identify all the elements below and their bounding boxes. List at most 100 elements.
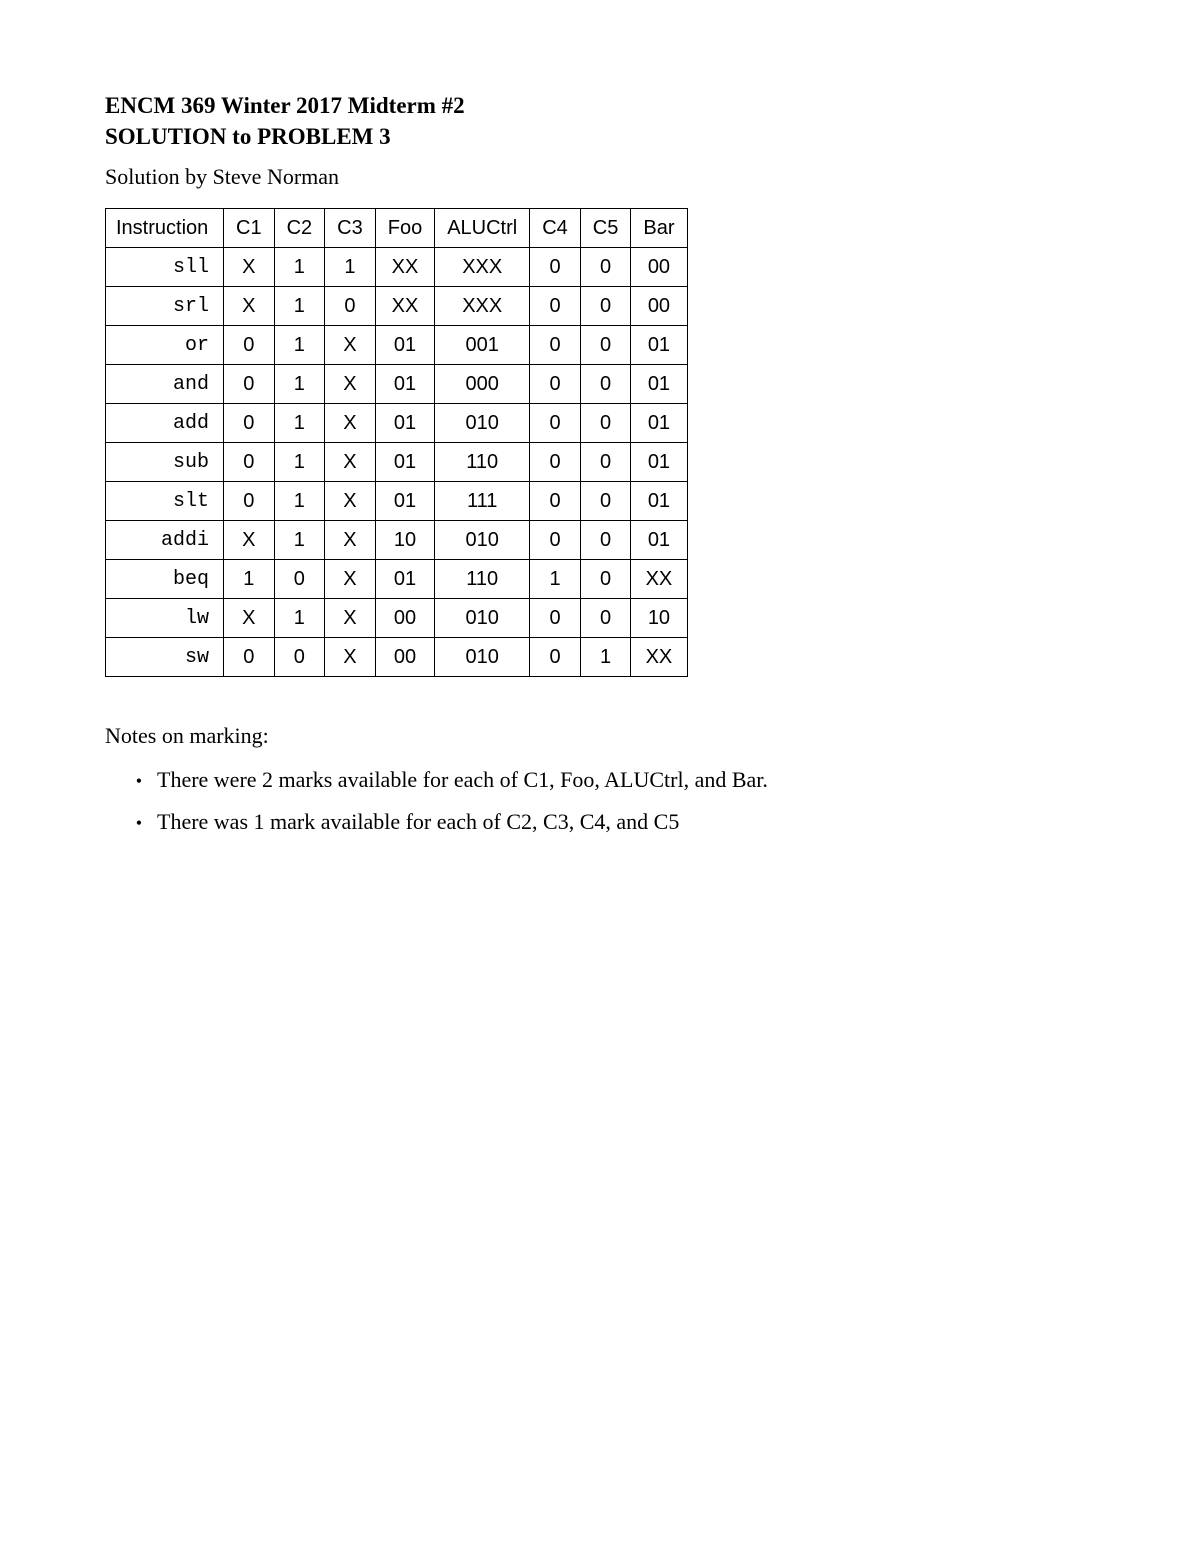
table-cell: 01 [375,326,434,365]
table-cell: 0 [580,443,631,482]
table-cell: X [325,638,376,677]
table-cell: 110 [435,560,530,599]
table-cell: 0 [530,365,581,404]
table-cell: XX [631,638,687,677]
table-cell: X [325,521,376,560]
table-cell: 10 [631,599,687,638]
table-cell: 0 [224,365,275,404]
table-cell: 00 [375,599,434,638]
table-cell: 0 [580,248,631,287]
table-row: sub01X011100001 [106,443,688,482]
table-cell: 000 [435,365,530,404]
table-cell: 111 [435,482,530,521]
page: ENCM 369 Winter 2017 Midterm #2 SOLUTION… [0,0,1200,1553]
table-cell: 110 [435,443,530,482]
table-header-cell: C3 [325,209,376,248]
table-cell: 0 [224,638,275,677]
instruction-cell: srl [106,287,224,326]
table-cell: 1 [274,326,325,365]
table-row: lwX1X000100010 [106,599,688,638]
table-cell: XXX [435,248,530,287]
table-cell: 0 [580,560,631,599]
table-cell: X [224,599,275,638]
table-cell: 0 [530,326,581,365]
table-header-cell: C1 [224,209,275,248]
table-cell: 0 [530,248,581,287]
table-cell: 01 [375,365,434,404]
notes-list: There were 2 marks available for each of… [151,767,1095,835]
table-cell: 001 [435,326,530,365]
table-cell: XX [631,560,687,599]
table-cell: 0 [530,521,581,560]
table-cell: 10 [375,521,434,560]
instruction-cell: beq [106,560,224,599]
notes-list-item: There was 1 mark available for each of C… [151,809,1095,835]
table-cell: 0 [224,326,275,365]
table-cell: 0 [274,560,325,599]
table-cell: X [224,287,275,326]
table-header-cell: C2 [274,209,325,248]
table-header-cell: ALUCtrl [435,209,530,248]
table-row: slt01X011110001 [106,482,688,521]
table-cell: 00 [631,248,687,287]
table-cell: 0 [580,326,631,365]
table-cell: 0 [530,443,581,482]
heading-line-2: SOLUTION to PROBLEM 3 [105,121,1095,152]
table-cell: 0 [580,521,631,560]
notes-list-item: There were 2 marks available for each of… [151,767,1095,793]
table-cell: 0 [580,287,631,326]
table-cell: 00 [631,287,687,326]
table-cell: 1 [580,638,631,677]
table-cell: 01 [631,326,687,365]
table-cell: 01 [375,443,434,482]
table-cell: X [325,404,376,443]
table-header-cell: Instruction [106,209,224,248]
table-cell: 010 [435,638,530,677]
table-cell: 010 [435,521,530,560]
notes-heading: Notes on marking: [105,723,1095,749]
table-cell: X [224,521,275,560]
table-cell: 01 [375,560,434,599]
table-cell: 0 [580,482,631,521]
table-cell: X [325,560,376,599]
table-cell: 1 [224,560,275,599]
table-cell: 010 [435,404,530,443]
instruction-cell: sub [106,443,224,482]
table-cell: 1 [274,482,325,521]
table-cell: 1 [530,560,581,599]
table-header-cell: Foo [375,209,434,248]
table-cell: 0 [580,599,631,638]
table-row: add01X010100001 [106,404,688,443]
table-cell: 1 [274,404,325,443]
table-cell: XX [375,287,434,326]
table-cell: 01 [631,482,687,521]
table-cell: 0 [580,365,631,404]
table-cell: 0 [530,287,581,326]
table-cell: 1 [274,365,325,404]
table-row: addiX1X100100001 [106,521,688,560]
table-cell: X [325,482,376,521]
table-cell: X [224,248,275,287]
control-signal-table: InstructionC1C2C3FooALUCtrlC4C5Bar sllX1… [105,208,688,677]
instruction-cell: sll [106,248,224,287]
instruction-cell: slt [106,482,224,521]
table-cell: 00 [375,638,434,677]
table-header-cell: C5 [580,209,631,248]
table-cell: 0 [274,638,325,677]
table-cell: XXX [435,287,530,326]
table-cell: XX [375,248,434,287]
table-cell: 1 [274,287,325,326]
table-body: sllX11XXXXX0000srlX10XXXXX0000or01X01001… [106,248,688,677]
table-header-row: InstructionC1C2C3FooALUCtrlC4C5Bar [106,209,688,248]
table-cell: 0 [530,599,581,638]
table-cell: 1 [325,248,376,287]
table-cell: 0 [325,287,376,326]
table-cell: 0 [580,404,631,443]
instruction-cell: lw [106,599,224,638]
document-heading: ENCM 369 Winter 2017 Midterm #2 SOLUTION… [105,90,1095,152]
table-cell: 0 [224,443,275,482]
table-row: or01X010010001 [106,326,688,365]
byline: Solution by Steve Norman [105,164,1095,190]
instruction-cell: addi [106,521,224,560]
table-cell: X [325,326,376,365]
